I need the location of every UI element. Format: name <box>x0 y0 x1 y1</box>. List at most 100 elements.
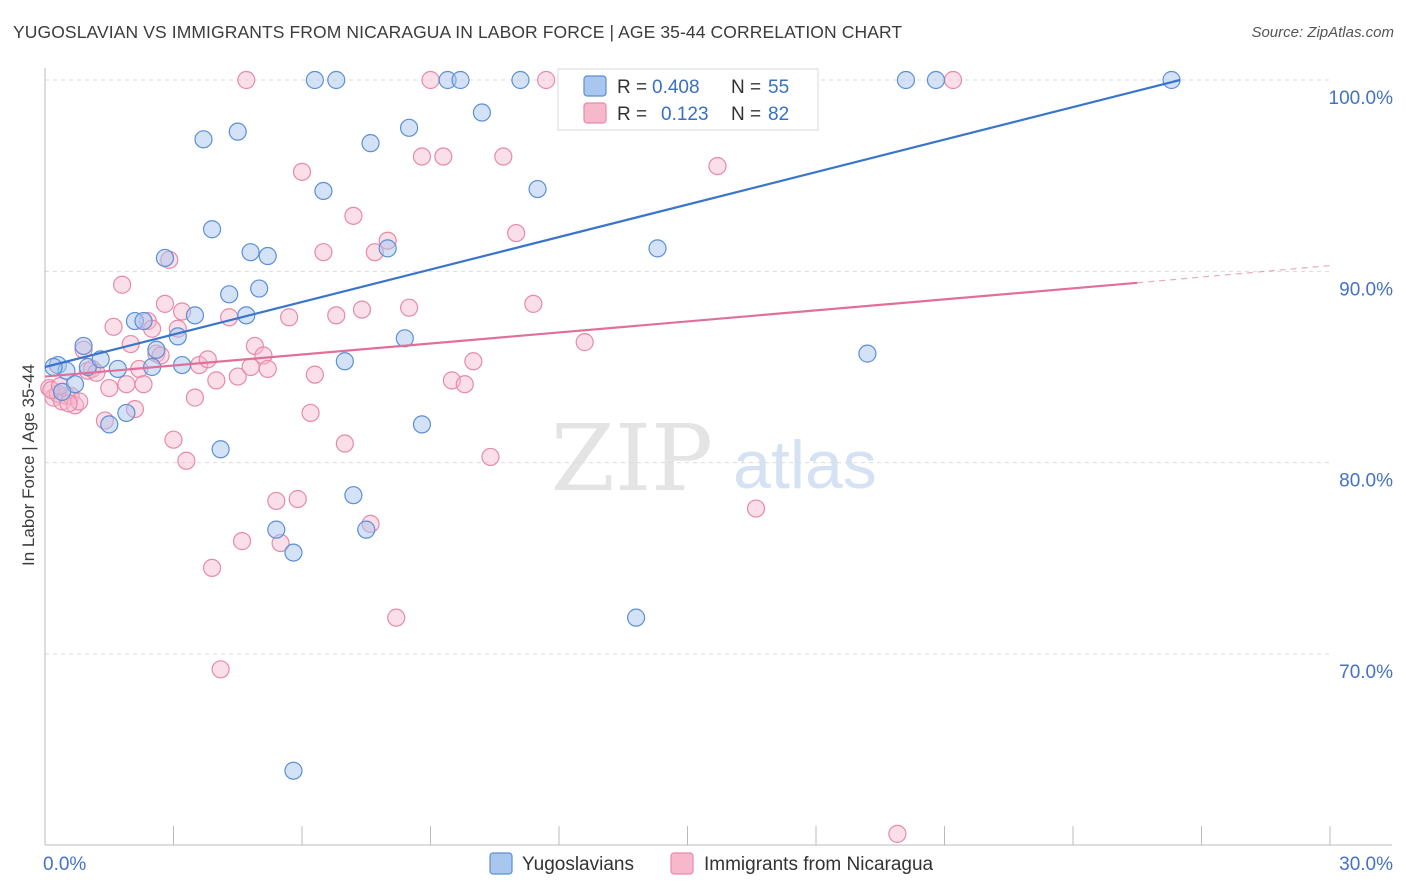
bottom-legend-swatch-yugoslavians <box>489 852 513 875</box>
point-yugoslavians <box>412 415 432 434</box>
watermark-zip: ZIP <box>551 405 713 512</box>
legend-r-label-1: R = <box>617 77 647 98</box>
point-nicaragua <box>134 375 153 394</box>
point-yugoslavians <box>211 440 230 459</box>
legend-r-label-2: R = <box>617 104 647 125</box>
point-nicaragua <box>207 371 226 390</box>
legend-swatch-blue <box>583 75 607 97</box>
point-yugoslavians <box>344 486 363 505</box>
point-yugoslavians <box>378 239 397 258</box>
point-nicaragua <box>888 824 907 843</box>
legend-n-value-1: 55 <box>768 77 789 98</box>
point-nicaragua <box>943 70 963 90</box>
point-yugoslavians <box>202 220 222 239</box>
point-nicaragua <box>280 308 299 327</box>
bottom-legend-yugoslavians: Yugoslavians <box>522 854 634 875</box>
point-nicaragua <box>314 243 333 262</box>
point-yugoslavians <box>284 761 303 780</box>
point-yugoslavians <box>472 103 491 122</box>
chart-title: YUGOSLAVIAN VS IMMIGRANTS FROM NICARAGUA… <box>13 22 903 42</box>
point-nicaragua <box>537 70 556 90</box>
y-tick-label: 80.0% <box>1339 471 1393 492</box>
point-nicaragua <box>177 451 196 470</box>
point-yugoslavians <box>314 181 333 201</box>
point-nicaragua <box>198 350 217 369</box>
point-nicaragua <box>155 294 175 313</box>
point-yugoslavians <box>511 70 530 90</box>
point-yugoslavians <box>361 134 380 153</box>
point-nicaragua <box>292 162 312 181</box>
axes <box>44 68 1392 846</box>
gridlines <box>45 79 1330 655</box>
point-yugoslavians <box>451 70 470 90</box>
stats-legend: R = 0.408 N = 55 R = 0.123 N = 82 <box>557 68 819 131</box>
point-yugoslavians <box>117 403 136 423</box>
point-yugoslavians <box>147 340 166 359</box>
point-nicaragua <box>352 300 372 319</box>
point-yugoslavians <box>626 608 646 627</box>
y-tick-label: 70.0% <box>1339 662 1393 683</box>
point-yugoslavians <box>399 118 419 137</box>
point-yugoslavians <box>134 311 153 331</box>
point-yugoslavians <box>228 122 247 141</box>
point-yugoslavians <box>926 70 946 90</box>
point-yugoslavians <box>185 306 205 325</box>
series-legend: Yugoslavians Immigrants from Nicaragua <box>489 852 934 875</box>
trend-line-yugoslavians <box>44 78 1181 369</box>
bottom-legend-swatch-nicaragua <box>670 852 694 875</box>
point-nicaragua <box>232 532 252 551</box>
point-nicaragua <box>481 447 500 467</box>
point-nicaragua <box>237 70 256 90</box>
point-nicaragua <box>258 359 277 379</box>
point-yugoslavians <box>335 352 354 371</box>
point-yugoslavians <box>258 246 277 266</box>
point-nicaragua <box>254 346 273 365</box>
point-yugoslavians <box>53 382 72 401</box>
point-nicaragua <box>100 378 119 398</box>
point-yugoslavians <box>858 344 877 363</box>
trend-line-nicaragua <box>44 281 1138 378</box>
watermark-atlas: atlas <box>733 427 877 503</box>
point-yugoslavians <box>896 70 916 90</box>
legend-n-value-2: 82 <box>768 104 789 125</box>
point-nicaragua <box>301 403 320 423</box>
trend-lines <box>44 78 1331 378</box>
point-yugoslavians <box>327 70 346 90</box>
point-nicaragua <box>575 333 594 352</box>
source-credit: Source: ZipAtlas.com <box>1251 24 1394 41</box>
point-yugoslavians <box>648 239 667 258</box>
point-nicaragua <box>335 434 354 453</box>
point-nicaragua <box>202 558 222 578</box>
point-yugoslavians <box>168 327 187 346</box>
series-yugoslavians-points <box>44 70 1181 780</box>
y-axis-label: In Labor Force | Age 35-44 <box>19 364 38 566</box>
point-nicaragua <box>434 147 453 166</box>
legend-swatch-pink <box>583 102 607 124</box>
point-nicaragua <box>104 317 123 336</box>
point-nicaragua <box>464 352 483 371</box>
point-nicaragua <box>211 660 230 679</box>
legend-r-value-2: 0.123 <box>661 104 709 125</box>
x-tick-label-min: 0.0% <box>43 854 86 875</box>
x-tick-label-max: 30.0% <box>1339 854 1393 875</box>
point-yugoslavians <box>395 329 414 348</box>
point-nicaragua <box>507 223 526 243</box>
point-nicaragua <box>164 430 183 449</box>
point-nicaragua <box>267 491 286 511</box>
point-nicaragua <box>708 157 727 176</box>
y-tick-label: 100.0% <box>1329 88 1394 109</box>
point-yugoslavians <box>155 248 175 268</box>
point-yugoslavians <box>357 520 376 539</box>
point-nicaragua <box>494 147 513 166</box>
point-yugoslavians <box>74 336 93 356</box>
legend-n-label-1: N = <box>731 77 761 98</box>
point-nicaragua <box>746 499 766 518</box>
point-nicaragua <box>117 375 136 394</box>
trend-line-nicaragua-extension <box>1137 264 1331 284</box>
point-yugoslavians <box>100 415 119 434</box>
point-nicaragua <box>112 275 132 294</box>
point-yugoslavians <box>220 285 239 304</box>
point-nicaragua <box>305 365 324 384</box>
point-nicaragua <box>455 375 474 394</box>
